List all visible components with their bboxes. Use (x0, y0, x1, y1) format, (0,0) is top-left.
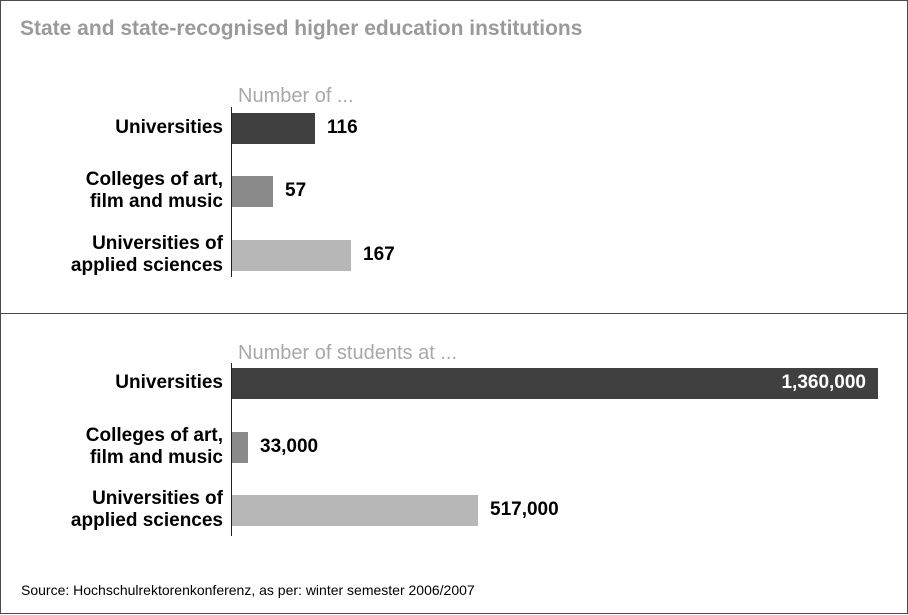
institutions-value-universities: 116 (327, 117, 358, 138)
institutions-label-colleges-art-film-music: Colleges of art, film and music (85, 169, 223, 212)
institutions-value-colleges-art-film-music: 57 (285, 180, 307, 201)
students-bar-universities-applied-sciences (232, 494, 478, 526)
source-note: Source: Hochschulrektorenkonferenz, as p… (21, 582, 475, 598)
institutions-subtitle: Number of ... (238, 85, 354, 107)
institutions-axis (231, 107, 232, 277)
chart-title: State and state-recognised higher educat… (20, 17, 583, 40)
panel-divider (1, 313, 907, 314)
institutions-value-universities-applied-sciences: 167 (363, 244, 395, 265)
students-value-colleges-art-film-music: 33,000 (260, 436, 319, 457)
institutions-label-universities-applied-sciences: Universities of applied sciences (70, 233, 223, 276)
students-axis (231, 363, 232, 536)
students-label-universities: Universities (115, 372, 223, 393)
students-bar-colleges-art-film-music (232, 431, 248, 463)
institutions-bar-colleges-art-film-music (232, 175, 273, 207)
students-label-universities-applied-sciences: Universities of applied sciences (70, 488, 223, 531)
students-label-colleges-art-film-music: Colleges of art, film and music (85, 425, 223, 468)
students-subtitle: Number of students at ... (238, 342, 457, 364)
institutions-label-universities: Universities (115, 117, 223, 138)
students-bar-universities (232, 367, 878, 399)
institutions-bar-universities (232, 112, 315, 144)
institutions-panel: Number of ... Universities 116 Colleges of… (1, 1, 907, 313)
institutions-bar-universities-applied-sciences (232, 239, 351, 271)
students-value-universities-applied-sciences: 517,000 (490, 499, 559, 520)
students-value-universities: 1,360,000 (781, 372, 866, 393)
